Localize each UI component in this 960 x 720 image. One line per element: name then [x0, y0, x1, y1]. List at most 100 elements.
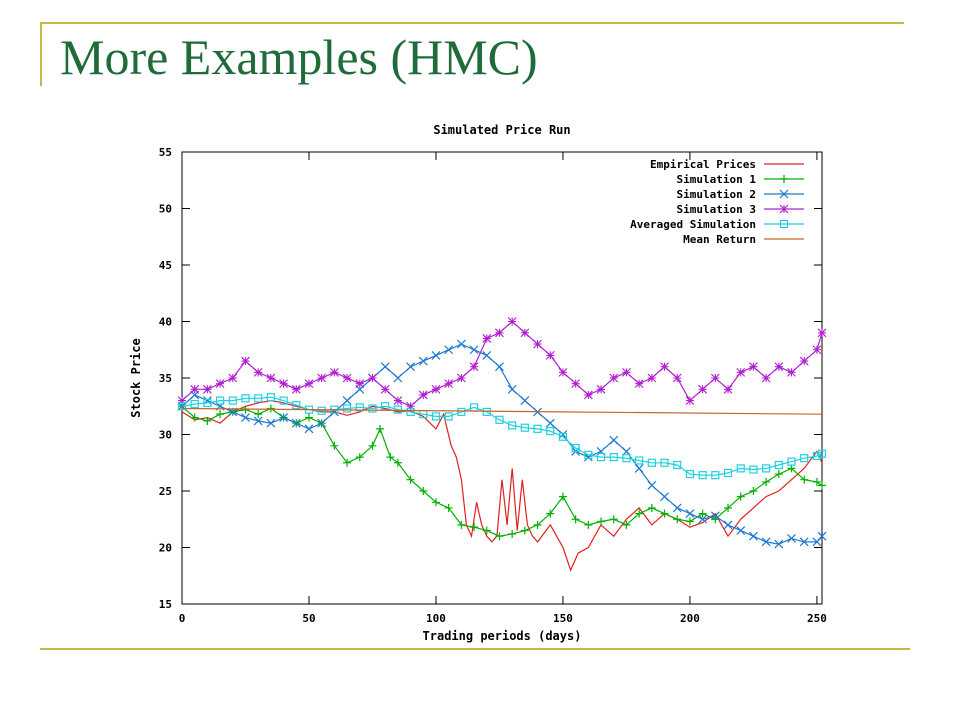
data-point-simulation-2: [736, 526, 746, 535]
data-point-simulation-2: [622, 447, 631, 456]
data-point-simulation-3: [418, 390, 428, 400]
legend-marker-simulation-1: [780, 175, 788, 183]
data-point-simulation-3: [253, 367, 263, 377]
legend-label-averaged-simulation: Averaged Simulation: [630, 218, 756, 231]
data-point-simulation-1: [386, 453, 395, 462]
data-point-simulation-2: [660, 492, 669, 502]
data-point-simulation-1: [812, 477, 821, 486]
data-point-simulation-2: [749, 531, 758, 541]
data-point-simulation-2: [279, 413, 289, 422]
data-point-simulation-2: [495, 362, 504, 372]
data-point-simulation-3: [317, 373, 327, 383]
data-point-simulation-3: [241, 356, 250, 366]
series-line-simulation-1: [181, 405, 823, 537]
data-point-simulation-2: [456, 339, 466, 349]
data-point-simulation-2: [469, 345, 479, 355]
data-point-simulation-2: [253, 416, 263, 426]
data-point-simulation-2: [672, 503, 682, 513]
data-point-simulation-3: [812, 345, 822, 355]
bottom-accent-line: [40, 648, 910, 650]
data-point-simulation-3: [558, 367, 568, 377]
data-point-averaged-simulation: [495, 415, 504, 424]
data-point-simulation-3: [736, 367, 746, 377]
data-point-simulation-1: [533, 520, 542, 529]
data-point-averaged-simulation: [368, 404, 377, 413]
data-point-simulation-3: [279, 379, 288, 389]
data-point-averaged-simulation: [673, 460, 682, 470]
data-point-simulation-3: [698, 384, 708, 394]
data-point-simulation-1: [673, 515, 682, 524]
data-point-simulation-1: [190, 413, 199, 422]
chart: 0 50 100 150 200 250 15 20 25 30 35 40 45 50 55 Simulat…: [129, 123, 827, 643]
data-point-averaged-simulation: [266, 393, 275, 402]
legend-marker-averaged-simulation: [779, 219, 789, 229]
data-point-simulation-1: [203, 416, 212, 425]
data-point-averaged-simulation: [711, 471, 720, 480]
legend-label-simulation-1: Simulation 1: [677, 173, 757, 186]
data-point-averaged-simulation: [292, 401, 301, 410]
data-point-averaged-simulation: [660, 458, 669, 467]
data-point-averaged-simulation: [203, 398, 212, 407]
y-tick-label: 55: [159, 146, 172, 159]
data-point-simulation-1: [749, 487, 758, 495]
data-point-averaged-simulation: [431, 412, 441, 421]
data-point-averaged-simulation: [546, 427, 555, 436]
data-point-averaged-simulation: [787, 457, 796, 466]
data-point-simulation-2: [596, 447, 606, 456]
data-point-simulation-1: [762, 477, 771, 486]
data-point-averaged-simulation: [647, 458, 656, 467]
data-point-averaged-simulation: [342, 404, 352, 413]
data-point-averaged-simulation: [215, 396, 225, 405]
data-point-simulation-3: [266, 373, 276, 383]
data-point-simulation-1: [609, 515, 618, 524]
data-point-simulation-1: [774, 470, 783, 479]
data-point-averaged-simulation: [774, 460, 783, 470]
data-point-simulation-3: [622, 367, 631, 377]
data-point-simulation-3: [761, 373, 771, 383]
data-point-simulation-2: [291, 418, 301, 428]
data-point-averaged-simulation: [482, 407, 491, 416]
y-axis-label: Stock Price: [129, 338, 143, 417]
series-line-averaged-simulation: [181, 396, 823, 476]
data-point-simulation-1: [546, 509, 555, 518]
y-tick-label: 35: [159, 372, 172, 385]
data-point-simulation-3: [710, 373, 720, 383]
data-point-simulation-1: [457, 520, 466, 529]
data-point-simulation-3: [380, 384, 390, 394]
legend-marker-simulation-3: [779, 204, 789, 214]
data-point-averaged-simulation: [723, 468, 733, 478]
legend-label-mean-return: Mean Return: [683, 233, 756, 246]
data-point-simulation-1: [622, 520, 631, 529]
legend-label-empirical-prices: Empirical Prices: [650, 158, 756, 171]
data-point-simulation-3: [393, 396, 403, 405]
data-point-simulation-1: [304, 413, 313, 422]
data-point-simulation-1: [584, 520, 593, 529]
data-point-simulation-3: [291, 384, 301, 394]
data-point-averaged-simulation: [800, 454, 809, 463]
data-point-averaged-simulation: [393, 405, 402, 414]
data-point-simulation-2: [545, 418, 555, 428]
data-point-simulation-1: [254, 410, 263, 419]
data-point-simulation-2: [774, 539, 784, 549]
x-tick-label: 150: [553, 612, 573, 625]
data-point-simulation-2: [317, 418, 327, 428]
data-point-simulation-1: [647, 503, 656, 512]
data-point-simulation-2: [710, 511, 720, 521]
data-point-simulation-3: [660, 362, 669, 372]
data-point-simulation-3: [329, 367, 339, 377]
data-point-simulation-1: [266, 404, 275, 413]
data-point-simulation-1: [355, 453, 364, 462]
data-point-simulation-3: [190, 384, 200, 394]
data-point-simulation-3: [596, 384, 606, 394]
data-point-simulation-1: [393, 458, 402, 467]
data-point-simulation-3: [469, 362, 479, 372]
x-tick-label: 200: [680, 612, 700, 625]
data-point-simulation-2: [507, 384, 517, 394]
data-point-averaged-simulation: [406, 407, 415, 416]
data-point-simulation-1: [558, 492, 567, 501]
data-point-simulation-3: [406, 401, 415, 411]
data-point-simulation-3: [355, 379, 365, 389]
data-point-simulation-2: [393, 373, 403, 383]
data-point-simulation-2: [431, 350, 441, 360]
data-point-averaged-simulation: [241, 394, 250, 403]
